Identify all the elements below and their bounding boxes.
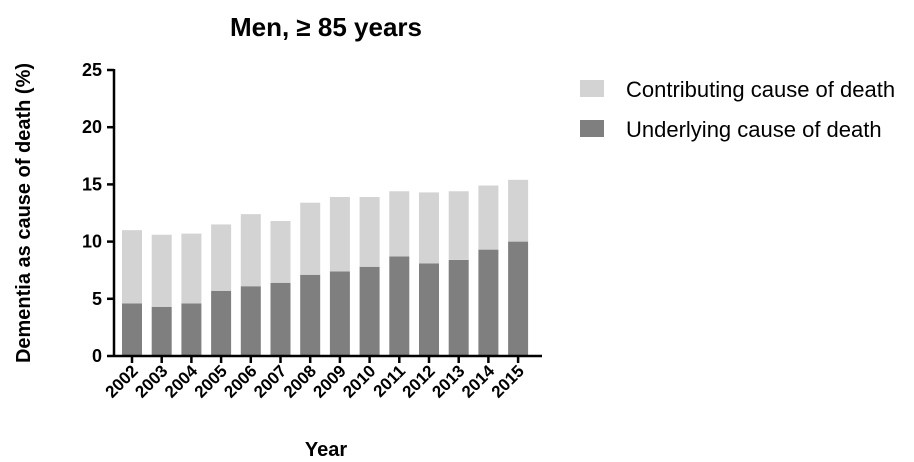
x-tick-label-2011: 2011 <box>370 361 410 401</box>
x-tick-label-2009: 2009 <box>310 361 350 401</box>
chart-title: Men, ≥ 85 years <box>230 12 422 42</box>
bar-underlying-2009 <box>329 271 350 356</box>
x-axis-title: Year <box>305 439 347 461</box>
legend: Contributing cause of death Underlying ca… <box>580 77 895 142</box>
bar-underlying-2005 <box>211 290 232 356</box>
bar-contributing-2014 <box>478 185 499 250</box>
x-tick-label-2002: 2002 <box>102 361 142 401</box>
x-tick-label-2008: 2008 <box>280 361 320 401</box>
x-tick-label-2005: 2005 <box>191 361 231 401</box>
x-tick-label-2003: 2003 <box>131 361 171 401</box>
y-tick-label: 0 <box>92 346 102 366</box>
bar-underlying-2008 <box>300 274 321 356</box>
legend-swatch-underlying <box>580 120 604 137</box>
bar-underlying-2003 <box>151 306 172 356</box>
bar-underlying-2004 <box>181 303 202 356</box>
x-tick-label-2007: 2007 <box>250 361 290 401</box>
bar-underlying-2011 <box>389 256 410 356</box>
bar-contributing-2011 <box>389 191 410 257</box>
x-tick-label-2014: 2014 <box>458 361 499 402</box>
bar-underlying-2012 <box>419 263 439 356</box>
x-tick-label-2015: 2015 <box>488 361 528 401</box>
y-tick-label: 25 <box>82 60 102 80</box>
y-tick-label: 5 <box>92 289 102 309</box>
bar-underlying-2010 <box>359 266 380 356</box>
bars-group <box>122 179 529 356</box>
x-tick-label-2010: 2010 <box>339 361 379 401</box>
bar-contributing-2003 <box>151 234 172 307</box>
x-tick-label-2006: 2006 <box>220 361 260 401</box>
x-tick-label-2004: 2004 <box>161 361 202 402</box>
legend-label-contributing: Contributing cause of death <box>626 77 895 102</box>
bar-underlying-2014 <box>478 249 499 356</box>
bar-underlying-2015 <box>508 241 529 356</box>
bar-underlying-2013 <box>448 259 469 356</box>
legend-swatch-contributing <box>580 80 604 97</box>
y-tick-label: 15 <box>82 174 102 194</box>
bar-contributing-2007 <box>270 221 291 283</box>
legend-label-underlying: Underlying cause of death <box>626 117 882 142</box>
bar-contributing-2006 <box>240 214 261 287</box>
bar-contributing-2005 <box>211 224 232 291</box>
bar-underlying-2006 <box>240 286 261 356</box>
x-tick-label-2013: 2013 <box>428 361 468 401</box>
bar-contributing-2010 <box>359 196 380 267</box>
bar-underlying-2007 <box>270 282 291 356</box>
bar-contributing-2008 <box>300 202 321 275</box>
bar-contributing-2012 <box>419 192 439 264</box>
y-axis-title: Dementia as cause of death (%) <box>13 63 35 363</box>
bar-underlying-2002 <box>122 303 142 356</box>
bar-contributing-2015 <box>508 179 529 242</box>
bar-contributing-2013 <box>448 191 469 260</box>
x-tick-label-2012: 2012 <box>399 361 439 401</box>
bar-contributing-2004 <box>181 233 202 304</box>
y-tick-label: 20 <box>82 117 102 137</box>
y-tick-label: 10 <box>82 232 102 252</box>
bar-contributing-2002 <box>122 230 142 304</box>
bar-contributing-2009 <box>329 196 350 272</box>
